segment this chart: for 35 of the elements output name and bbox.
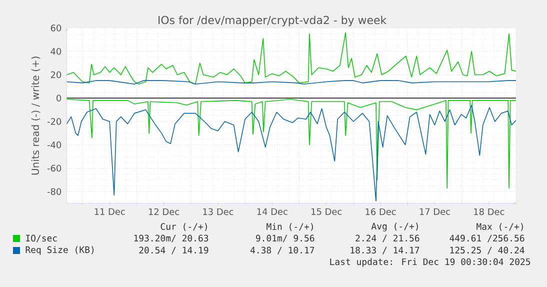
text: 18.33 / 14.17: [350, 246, 420, 254]
x-tick-label: 14 Dec: [257, 208, 288, 215]
text: 4.38 / 10.17: [250, 246, 314, 254]
y-axis-title: Units read (-) / write (+): [31, 56, 40, 175]
y-tick-label: -40: [47, 141, 62, 148]
y-tick-label: 40: [50, 48, 62, 55]
x-tick-label: 11 Dec: [94, 208, 125, 215]
text: Cur (-/+): [160, 222, 207, 231]
text: 2.24 / 21.56: [356, 234, 420, 242]
x-tick-label: 12 Dec: [148, 208, 180, 216]
text: 9.01m/ 9.56: [256, 234, 314, 242]
y-tick-label: -20: [47, 118, 62, 125]
text: 449.61 /256.56: [450, 234, 524, 242]
legend-label: Req Size (KB): [26, 246, 94, 255]
x-tick-label: 18 Dec: [474, 208, 504, 216]
y-tick-label: 20: [50, 71, 62, 78]
y-tick-label: 0: [56, 94, 62, 102]
text: 193.20m/ 20.63: [134, 234, 208, 242]
x-tick-label: 17 Dec: [420, 208, 450, 215]
x-tick-label: 13 Dec: [203, 208, 234, 216]
line-series: [66, 98, 516, 189]
text: Last update: Fri Dec 19 00:30:04 2025: [330, 258, 530, 267]
line-series: [66, 32, 516, 84]
text: Min (-/+): [266, 223, 313, 231]
x-tick-label: 15 Dec: [312, 208, 342, 215]
text: 125.25 / 40.24: [450, 246, 524, 254]
chart-title: IOs for /dev/mapper/crypt-vda2 - by week: [158, 16, 387, 26]
x-tick-label: 16 Dec: [366, 208, 396, 216]
text: Max (-/+): [476, 222, 523, 231]
legend-label: IO/sec: [26, 234, 57, 242]
text: Avg (-/+): [371, 222, 418, 232]
y-tick-label: -60: [47, 164, 62, 172]
y-tick-label: -80: [47, 188, 62, 195]
text: 20.54 / 14.19: [139, 246, 208, 254]
y-tick-label: 60: [50, 24, 62, 32]
